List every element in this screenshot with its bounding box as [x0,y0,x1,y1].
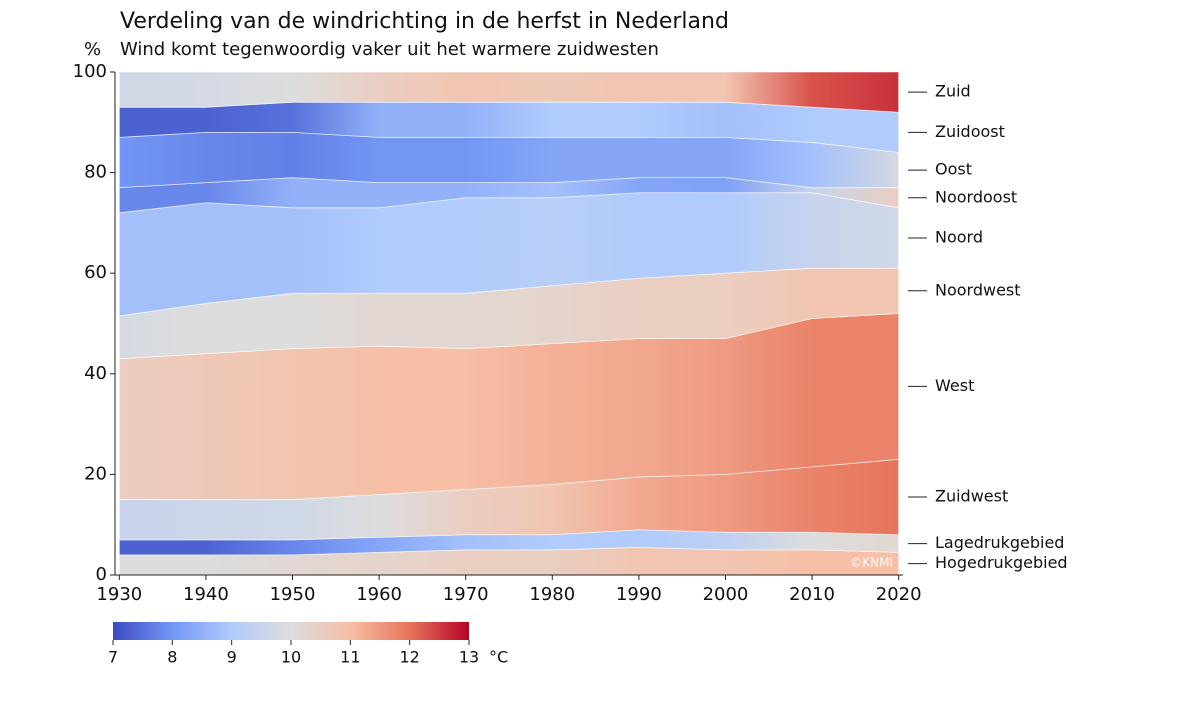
y-tick-label: 0 [96,564,107,585]
y-tick-label: 100 [73,61,107,82]
colorbar-tick-label: 13 [459,648,479,667]
x-tick-label: 2000 [703,584,749,605]
colorbar [113,622,469,640]
colorbar-tick-label: 10 [281,648,301,667]
series-label: Lagedrukgebied [935,533,1064,552]
area [118,71,900,113]
series-label: Hogedrukgebied [935,553,1068,572]
x-tick-label: 1980 [529,584,575,605]
y-tick-label: 40 [84,363,107,384]
y-tick-label: 60 [84,262,107,283]
x-tick-label: 1950 [270,584,316,605]
series-label: West [935,376,974,395]
y-tick-label: 20 [84,463,107,484]
x-tick-label: 2020 [876,584,922,605]
colorbar-tick-label: 9 [227,648,237,667]
series-label: Zuid [935,82,971,101]
chart-title: Verdeling van de windrichting in de herf… [120,9,729,34]
colorbar-tick-label: 7 [108,648,118,667]
series-label: Noordwest [935,280,1021,299]
series-label: Oost [935,160,972,179]
colorbar-tick-label: 8 [167,648,177,667]
x-tick-label: 1990 [616,584,662,605]
chart-subtitle: Wind komt tegenwoordig vaker uit het war… [120,39,659,60]
y-tick-label: 80 [84,162,107,183]
x-tick-label: 1970 [443,584,489,605]
colorbar-unit: °C [489,648,508,667]
x-tick-label: 1930 [96,584,142,605]
x-tick-label: 1940 [183,584,229,605]
series-label: Noordoost [935,187,1017,206]
x-tick-label: 1960 [356,584,402,605]
colorbar-tick-label: 12 [399,648,419,667]
colorbar-tick-label: 11 [340,648,360,667]
x-tick-label: 2010 [789,584,835,605]
series-label: Zuidoost [935,122,1005,141]
y-axis-label: % [84,39,101,60]
series-label: Zuidwest [935,487,1008,506]
credit: ©KNMI [850,556,893,570]
series-label: Noord [935,227,983,246]
